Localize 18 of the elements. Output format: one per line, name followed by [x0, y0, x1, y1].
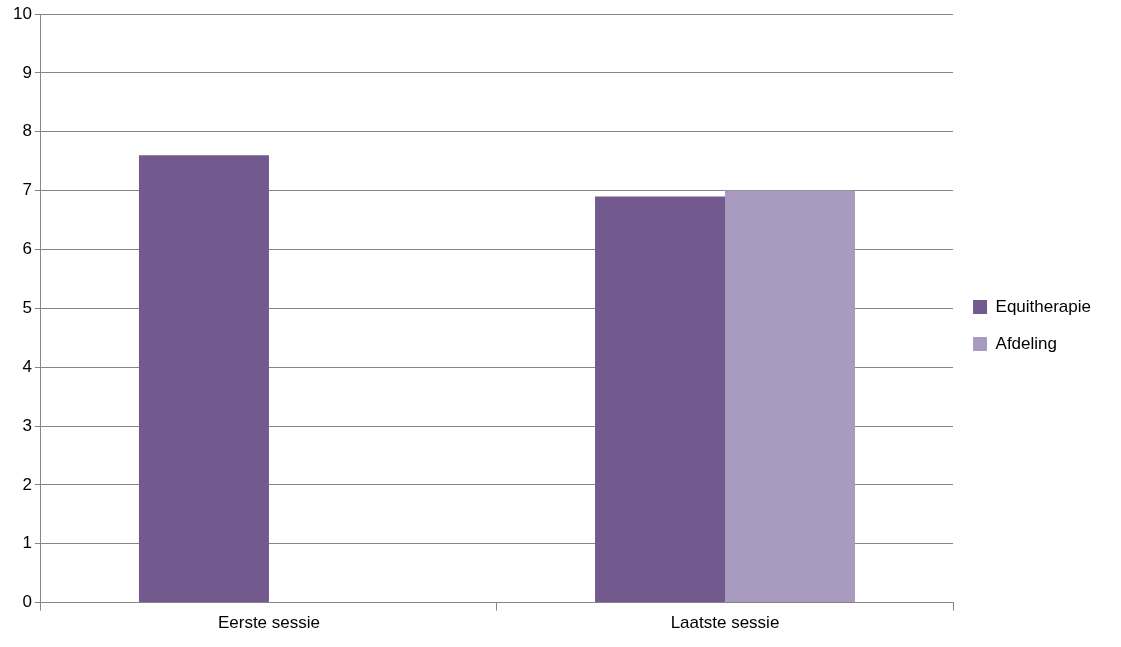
y-tick-label: 10 — [12, 3, 32, 23]
y-tick-label: 5 — [22, 297, 32, 317]
bar — [138, 155, 269, 603]
legend-label: Afdeling — [995, 333, 1057, 353]
y-tick-label: 0 — [22, 592, 32, 612]
x-tick-label: Laatste sessie — [670, 613, 780, 633]
y-tick-label: 2 — [22, 474, 32, 494]
y-tick-label: 7 — [22, 180, 32, 200]
y-tick-label: 6 — [22, 239, 32, 259]
y-tick-label: 1 — [22, 533, 32, 553]
y-tick-label: 9 — [22, 62, 32, 82]
x-tick-label: Eerste sessie — [217, 613, 320, 633]
y-tick-label: 8 — [22, 121, 32, 141]
y-tick-label: 4 — [22, 356, 32, 376]
bar — [595, 196, 726, 603]
y-tick-label: 3 — [22, 415, 32, 435]
legend-label: Equitherapie — [995, 296, 1092, 316]
bar — [725, 190, 855, 603]
